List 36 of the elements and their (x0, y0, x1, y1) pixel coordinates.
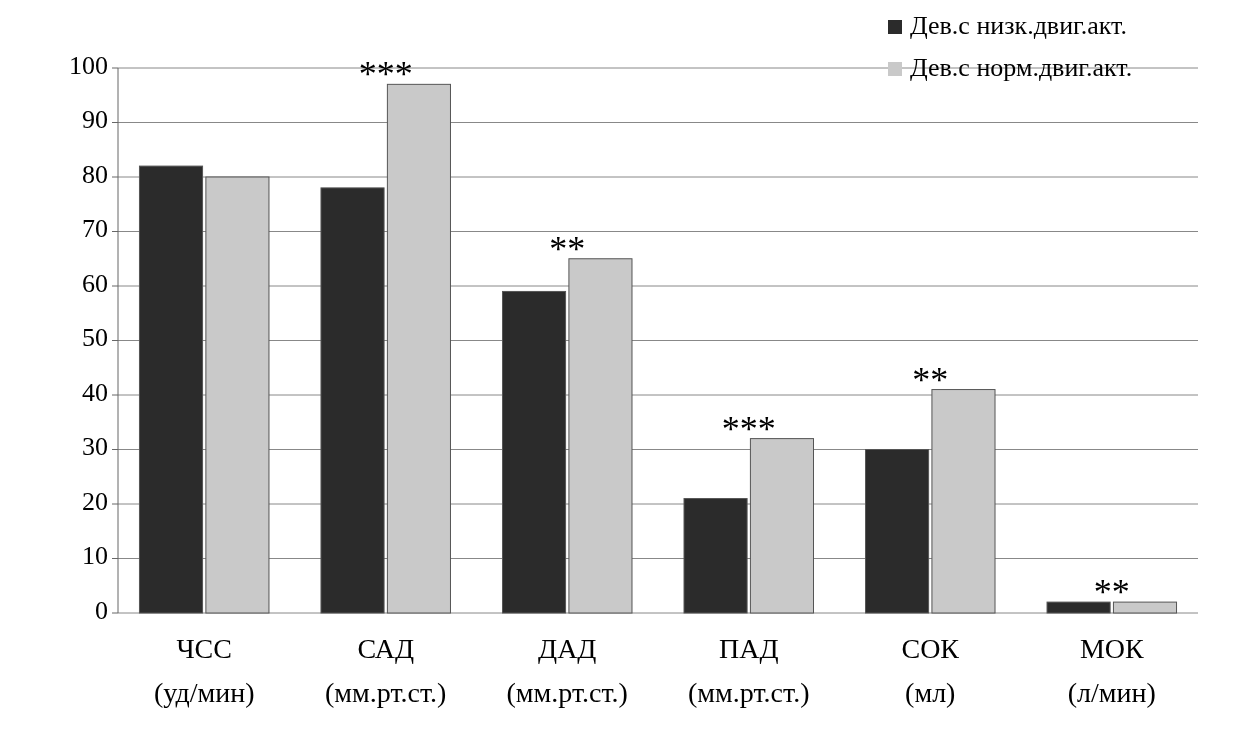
y-tick-label: 70 (82, 214, 108, 244)
annotation: ** (1093, 572, 1130, 613)
bar (205, 176, 270, 614)
bar (749, 438, 814, 614)
bar (865, 449, 930, 614)
bar (931, 389, 996, 614)
bar (1112, 601, 1178, 614)
bar (386, 83, 451, 614)
legend-label: Дев.с низк.двиг.акт. (910, 10, 1128, 40)
bar (1046, 601, 1111, 614)
y-tick-label: 50 (82, 323, 108, 353)
bar (683, 498, 748, 614)
y-tick-label: 0 (95, 595, 108, 625)
y-tick-label: 90 (82, 105, 108, 135)
bar (502, 290, 567, 614)
annotation: ** (549, 228, 586, 269)
y-tick-label: 30 (82, 432, 108, 462)
y-tick-label: 10 (82, 541, 108, 571)
x-tick-label: САД (мм.рт.ст.) (325, 633, 447, 708)
bar (138, 165, 204, 614)
annotation: *** (358, 54, 413, 95)
annotation: *** (721, 408, 776, 449)
x-tick-label: ЧСС (уд/мин) (153, 633, 255, 708)
y-tick-label: 40 (82, 377, 108, 407)
y-tick-label: 80 (82, 159, 108, 189)
x-tick-label: ДАД (мм.рт.ст.) (506, 633, 628, 708)
y-tick-label: 20 (82, 486, 108, 516)
bar (320, 187, 385, 614)
y-tick-label: 60 (82, 268, 108, 298)
x-tick-label: МОК (л/мин) (1067, 633, 1156, 708)
legend-label: Дев.с норм.двиг.акт. (910, 52, 1133, 82)
x-tick-label: СОК (мл) (901, 633, 960, 708)
y-tick-label: 100 (69, 50, 108, 80)
bar (568, 258, 633, 614)
x-tick-label: ПАД (мм.рт.ст.) (688, 633, 810, 708)
annotation: ** (912, 359, 949, 400)
